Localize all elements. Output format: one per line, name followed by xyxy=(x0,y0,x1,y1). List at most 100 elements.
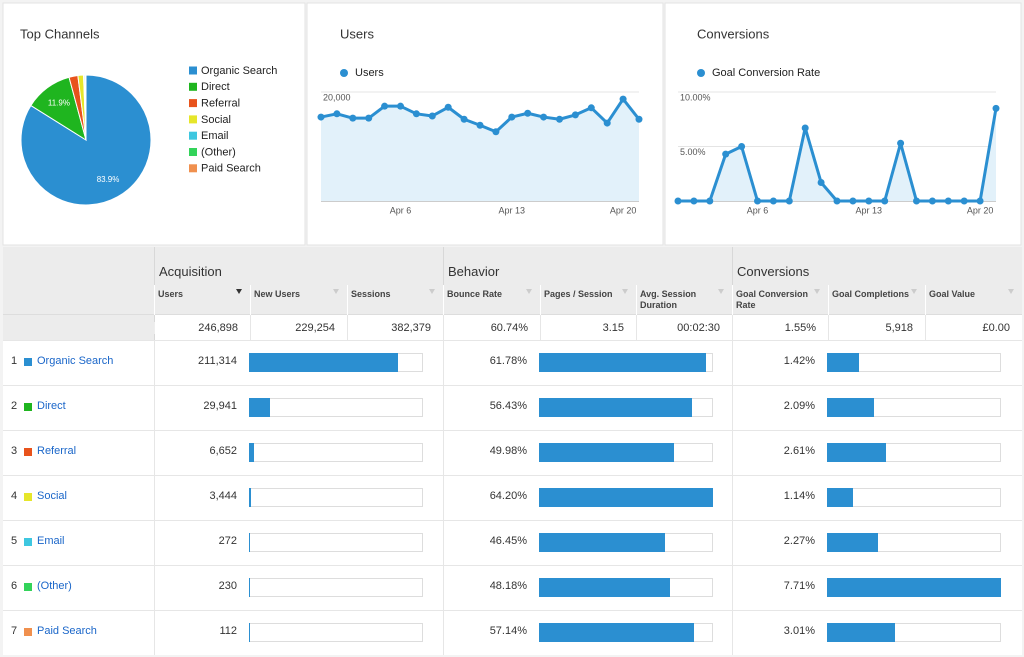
point xyxy=(944,197,952,205)
x-tick-label: Apr 13 xyxy=(856,205,883,215)
total-value: 00:02:30 xyxy=(636,322,720,334)
cell-value: 64.20% xyxy=(489,490,527,502)
x-tick-label: Apr 13 xyxy=(499,205,526,215)
cell-value: 3.01% xyxy=(783,625,815,637)
point xyxy=(333,110,341,118)
total-value: 3.15 xyxy=(540,322,624,334)
channel-link[interactable]: Social xyxy=(37,490,67,502)
column-header-cell[interactable] xyxy=(540,285,636,315)
rank: 1 xyxy=(11,355,18,367)
y-tick-label: 10.00% xyxy=(680,92,711,102)
point xyxy=(976,197,984,205)
cell-divider xyxy=(154,475,155,520)
point xyxy=(960,197,968,205)
point xyxy=(769,197,777,205)
channel-link[interactable]: Paid Search xyxy=(37,625,97,637)
legend-swatch xyxy=(189,66,197,75)
cell-divider xyxy=(732,565,733,610)
column-header-cell[interactable] xyxy=(347,285,443,315)
column-header-cell[interactable] xyxy=(732,285,828,315)
cell-divider xyxy=(443,430,444,475)
group-header: Conversions xyxy=(737,264,810,279)
point xyxy=(722,150,730,158)
cell-value: 29,941 xyxy=(203,400,237,412)
bar xyxy=(539,398,692,417)
cell-value: 61.78% xyxy=(489,355,527,367)
point xyxy=(460,115,468,123)
cell-divider xyxy=(443,475,444,520)
legend-label: Users xyxy=(355,67,384,79)
slice-label: 11.9% xyxy=(48,99,70,108)
bar-track xyxy=(249,578,423,597)
cell-divider xyxy=(732,520,733,565)
cell-divider xyxy=(732,315,733,340)
sort-icon xyxy=(622,289,628,297)
channel-link[interactable]: Referral xyxy=(37,445,77,457)
cell-value: 57.14% xyxy=(489,625,527,637)
channel-link[interactable]: Email xyxy=(37,535,65,547)
area xyxy=(321,99,639,201)
sort-icon xyxy=(1008,289,1014,297)
column-header: Users xyxy=(158,289,184,299)
point xyxy=(317,113,325,121)
cell-value: 3,444 xyxy=(209,490,237,502)
legend-swatch xyxy=(189,115,197,124)
column-header: New Users xyxy=(254,289,301,299)
bar xyxy=(249,398,271,417)
sort-icon xyxy=(236,289,242,297)
rank: 2 xyxy=(11,400,18,412)
group-header: Behavior xyxy=(448,264,500,279)
column-header: Pages / Session xyxy=(544,289,613,299)
cell-value: 49.98% xyxy=(489,445,527,457)
point xyxy=(785,197,793,205)
cell-divider xyxy=(443,565,444,610)
channel-link[interactable]: (Other) xyxy=(37,580,72,592)
x-tick-label: Apr 6 xyxy=(747,205,769,215)
column-header-cell[interactable] xyxy=(828,285,925,315)
cell-divider xyxy=(347,315,348,340)
cell-value: 46.45% xyxy=(489,535,527,547)
legend-label: Goal Conversion Rate xyxy=(712,67,820,79)
cell-value: 1.14% xyxy=(783,490,815,502)
point xyxy=(881,197,889,205)
cell-divider xyxy=(636,315,637,340)
point xyxy=(428,112,436,120)
cell-divider xyxy=(443,315,444,340)
cell-value: 56.43% xyxy=(489,400,527,412)
table-row xyxy=(3,610,1022,655)
group-header: Acquisition xyxy=(159,264,222,279)
legend-swatch xyxy=(189,131,197,140)
bar xyxy=(827,398,875,417)
column-header-cell[interactable] xyxy=(154,285,250,315)
bar-track xyxy=(249,533,423,552)
legend-swatch xyxy=(189,148,197,156)
point xyxy=(635,115,643,123)
legend-marker xyxy=(697,69,705,77)
bar xyxy=(827,443,886,462)
point xyxy=(540,113,548,121)
column-header-cell[interactable] xyxy=(250,285,347,315)
column-header-cell[interactable] xyxy=(925,285,1022,315)
cell-divider xyxy=(732,610,733,655)
rank: 3 xyxy=(11,445,18,457)
column-header-cell[interactable] xyxy=(443,285,540,315)
cell-divider xyxy=(828,315,829,340)
column-header: Sessions xyxy=(351,289,391,299)
point xyxy=(508,113,516,121)
x-tick-label: Apr 6 xyxy=(390,205,412,215)
rank: 4 xyxy=(11,490,18,502)
cell-value: 112 xyxy=(219,625,237,637)
cell-divider xyxy=(443,385,444,430)
channel-link[interactable]: Direct xyxy=(37,400,66,412)
cell-divider xyxy=(250,315,251,340)
sort-icon xyxy=(526,289,532,297)
cell-divider xyxy=(154,610,155,655)
point xyxy=(690,197,698,205)
sort-icon xyxy=(814,289,820,297)
bar xyxy=(539,623,694,642)
legend-label: Organic Search xyxy=(201,65,277,77)
channel-link[interactable]: Organic Search xyxy=(37,355,114,367)
total-value: £0.00 xyxy=(925,322,1010,334)
column-header-cell[interactable] xyxy=(636,285,732,315)
cell-divider xyxy=(154,340,155,385)
